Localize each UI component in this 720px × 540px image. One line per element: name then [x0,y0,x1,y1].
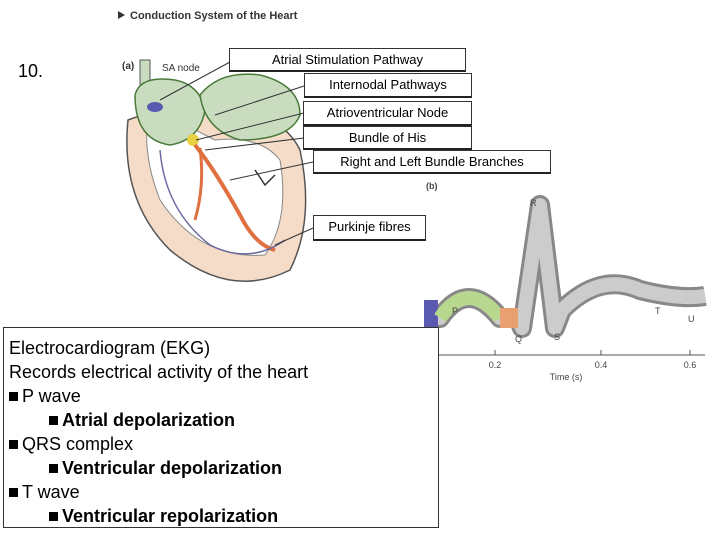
ekg-pr [500,308,518,328]
detail-text: Ventricular depolarization [62,458,283,478]
bullet-term: T wave [9,480,438,504]
term-text: P wave [22,386,81,406]
leader-lines [159,61,314,246]
wave-label: P [452,306,458,316]
detail-text: Ventricular repolarization [62,506,279,526]
x-tick-label: 0.4 [595,360,608,370]
wave-label: S [554,332,560,342]
x-tick-label: 0.6 [684,360,697,370]
bullet [9,488,18,497]
bullet-detail: Atrial depolarization [9,408,438,432]
figure-title: Conduction System of the Heart [130,10,298,22]
text-box-title: Electrocardiogram (EKG) [9,338,211,358]
wave-label: T [655,306,661,316]
term-text: T wave [22,482,80,502]
callout-label: Atrioventricular Node [303,101,472,126]
wave-label: R [530,198,537,208]
bullet [49,416,58,425]
wave-label: Q [515,334,522,344]
panel-label: (a) [122,61,134,72]
panel-label: (b) [426,181,438,191]
bullet-detail: Ventricular repolarization [9,504,438,528]
callout-label: Bundle of His [303,126,472,150]
ekg-p [434,291,506,323]
detail-text: Atrial depolarization [62,410,236,430]
wave-label: U [688,314,695,324]
ekg-band-inner [424,198,707,335]
slide-number: 10. [18,61,43,81]
callout-label: Purkinje fibres [313,215,426,241]
heart [126,59,307,282]
callout-label: Right and Left Bundle Branches [313,150,551,174]
text-box-subtitle: Records electrical activity of the heart [9,362,309,382]
callout-label: Internodal Pathways [304,73,472,98]
x-axis-label: Time (s) [550,372,583,382]
title-arrow [118,11,125,19]
term-text: QRS complex [22,434,134,454]
bullet-detail: Ventricular depolarization [9,456,438,480]
sa-node-label: SA node [162,63,200,74]
bullet-list: P wave Atrial depolarization QRS complex Ve… [9,384,438,528]
bullet [9,440,18,449]
ekg: (b) [424,181,707,356]
ekg-sa [424,300,438,328]
bullet-term: QRS complex [9,432,438,456]
bullet-term: P wave [9,384,438,408]
bullet [9,392,18,401]
bullet [49,512,58,521]
text-box: Electrocardiogram (EKG) Records electric… [3,327,439,528]
bullet [49,464,58,473]
x-tick-label: 0.2 [489,360,502,370]
callout-label: Atrial Stimulation Pathway [229,48,466,72]
